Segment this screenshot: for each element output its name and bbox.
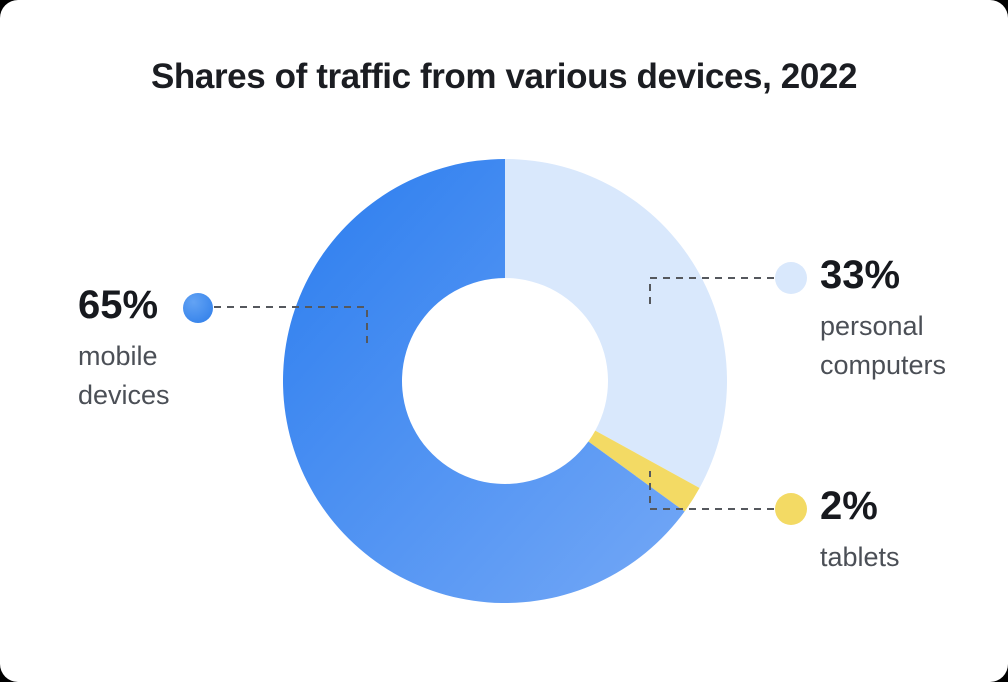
callout-mobile-devices: 65% mobile devices	[78, 284, 218, 415]
callout-personal-computers-percent: 33%	[820, 253, 901, 297]
callout-personal-computers: 33% personal computers	[820, 254, 975, 385]
donut-slice-mobile-devices	[283, 159, 685, 603]
page-title: Shares of traffic from various devices, …	[150, 57, 858, 96]
legend-bubble-personal-computers	[775, 262, 807, 294]
callout-mobile-devices-label: mobile devices	[78, 341, 170, 410]
donut-chart	[283, 159, 727, 603]
callout-mobile-devices-percent: 65%	[78, 283, 159, 327]
legend-bubble-tablets	[775, 493, 807, 525]
callout-tablets: 2% tablets	[820, 485, 980, 577]
donut-slice-personal-computers	[505, 159, 727, 488]
callout-tablets-label: tablets	[820, 542, 900, 572]
callout-tablets-percent: 2%	[820, 484, 878, 528]
callout-personal-computers-label: personal computers	[820, 311, 947, 380]
